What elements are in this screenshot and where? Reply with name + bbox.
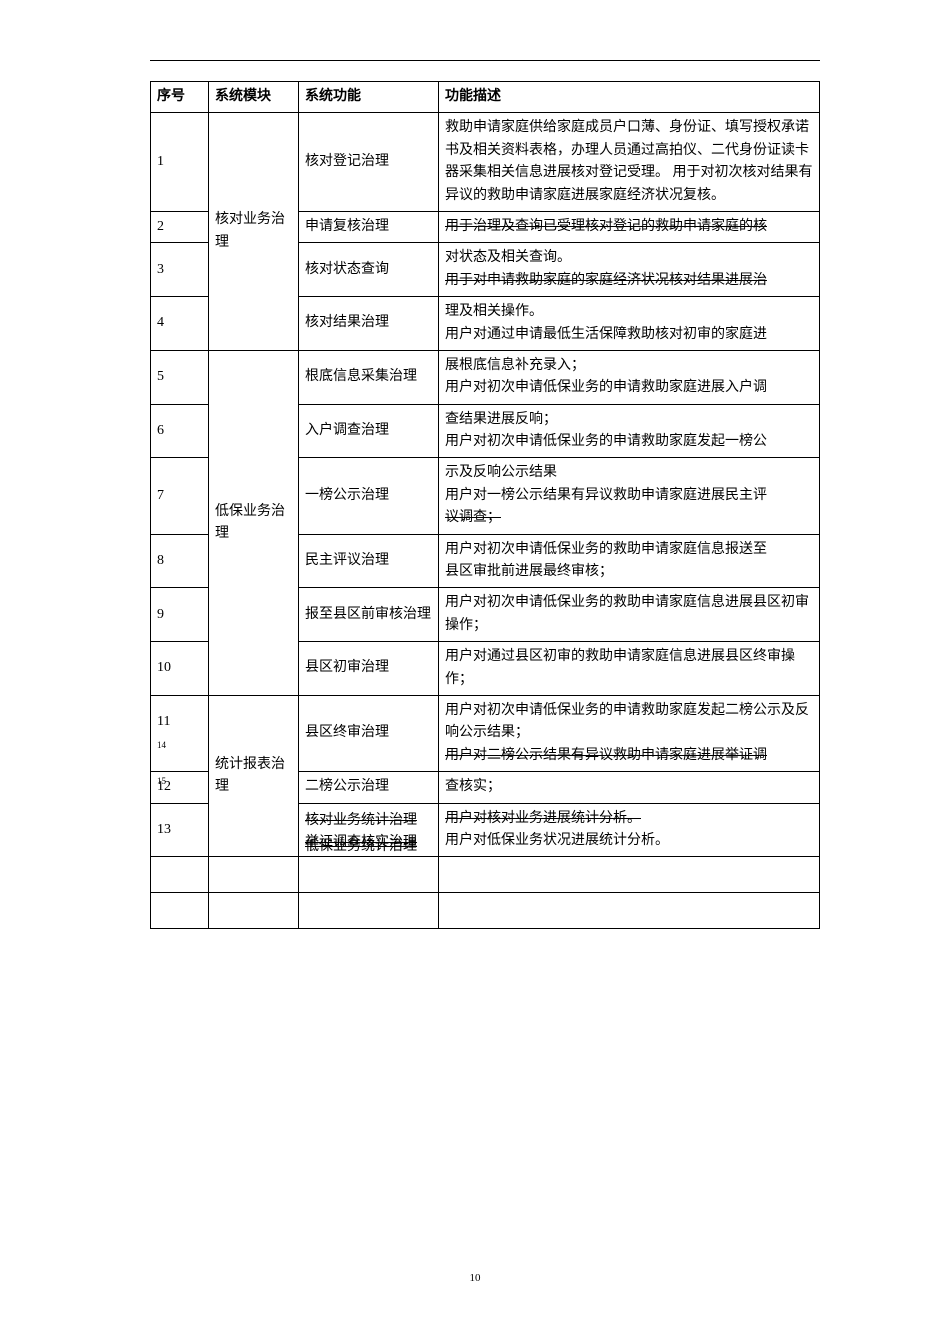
table-row: 5 低保业务治理 根底信息采集治理 展根底信息补充录入； 用户对初次申请低保业务… bbox=[151, 350, 820, 404]
desc-text: 查结果进展反响； bbox=[445, 409, 813, 431]
seq-cell: 7 bbox=[151, 458, 209, 534]
desc-text: 用于治理及查询已受理核对登记的救助申请家庭的核 bbox=[445, 219, 767, 234]
func-text: 低保业务统计治理 bbox=[305, 836, 417, 858]
top-rule bbox=[150, 60, 820, 61]
desc-text: 用户对低保业务状况进展统计分析。 bbox=[445, 830, 813, 852]
func-cell: 县区终审治理 bbox=[299, 695, 439, 771]
func-cell: 二榜公示治理 bbox=[299, 772, 439, 803]
desc-text: 示及反响公示结果 bbox=[445, 462, 813, 484]
empty-cell bbox=[439, 857, 820, 893]
empty-cell bbox=[151, 893, 209, 929]
func-cell: 民主评议治理 bbox=[299, 534, 439, 588]
desc-cell: 查结果进展反响； 用户对初次申请低保业务的申请救助家庭发起一榜公 bbox=[439, 404, 820, 458]
func-cell: 核对状态查询 bbox=[299, 243, 439, 297]
desc-cell: 展根底信息补充录入； 用户对初次申请低保业务的申请救助家庭进展入户调 bbox=[439, 350, 820, 404]
seq-cell: 9 bbox=[151, 588, 209, 642]
seq-cell: 3 bbox=[151, 243, 209, 297]
seq-cell: 5 bbox=[151, 350, 209, 404]
desc-cell: 理及相关操作。 用户对通过申请最低生活保障救助核对初审的家庭进 bbox=[439, 297, 820, 351]
table-row-empty bbox=[151, 893, 820, 929]
seq-cell: 15 12 bbox=[151, 772, 209, 803]
module-cell: 核对业务治理 bbox=[209, 113, 299, 351]
empty-cell bbox=[209, 893, 299, 929]
seq-cell: 1 bbox=[151, 113, 209, 212]
seq-cell: 6 bbox=[151, 404, 209, 458]
seq-cell: 10 bbox=[151, 642, 209, 696]
seq-cell: 11 14 bbox=[151, 695, 209, 771]
desc-text: 用户对一榜公示结果有异议救助申请家庭进展民主评 bbox=[445, 485, 813, 507]
desc-cell: 用户对初次申请低保业务的救助申请家庭信息进展县区初审操作； bbox=[439, 588, 820, 642]
empty-cell bbox=[299, 857, 439, 893]
desc-text: 用户对初次申请低保业务的救助申请家庭信息报送至 bbox=[445, 539, 813, 561]
seq-sub: 14 bbox=[157, 740, 166, 750]
desc-text: 用户对初次申请低保业务的申请救助家庭进展入户调 bbox=[445, 377, 813, 399]
desc-text: 议调查； bbox=[445, 507, 813, 529]
desc-cell: 用户对初次申请低保业务的救助申请家庭信息报送至 县区审批前进展最终审核； bbox=[439, 534, 820, 588]
desc-text: 用户对二榜公示结果有异议救助申请家庭进展举证调 bbox=[445, 745, 813, 767]
empty-cell bbox=[209, 857, 299, 893]
seq-sub: 15 bbox=[157, 774, 166, 788]
function-table: 序号 系统模块 系统功能 功能描述 1 核对业务治理 核对登记治理 救助申请家庭… bbox=[150, 81, 820, 929]
module-cell: 低保业务治理 bbox=[209, 350, 299, 695]
func-cell: 一榜公示治理 bbox=[299, 458, 439, 534]
func-cell: 核对业务统计治理 举证调查核实治理 低保业务统计治理 bbox=[299, 803, 439, 857]
desc-text: 对状态及相关查询。 bbox=[445, 247, 813, 269]
header-desc: 功能描述 bbox=[439, 82, 820, 113]
func-cell: 申请复核治理 bbox=[299, 211, 439, 242]
empty-cell bbox=[299, 893, 439, 929]
table-row: 11 14 统计报表治理 县区终审治理 用户对初次申请低保业务的申请救助家庭发起… bbox=[151, 695, 820, 771]
desc-cell: 用户对初次申请低保业务的申请救助家庭发起二榜公示及反响公示结果； 用户对二榜公示… bbox=[439, 695, 820, 771]
func-cell: 入户调查治理 bbox=[299, 404, 439, 458]
desc-text: 用于对申请救助家庭的家庭经济状况核对结果进展治 bbox=[445, 270, 813, 292]
desc-cell: 查核实； bbox=[439, 772, 820, 803]
seq-cell: 2 bbox=[151, 211, 209, 242]
desc-text: 县区审批前进展最终审核； bbox=[445, 561, 813, 583]
desc-text: 用户对通过申请最低生活保障救助核对初审的家庭进 bbox=[445, 324, 813, 346]
desc-text: 救助申请家庭供给家庭成员户口薄、身份证、填写授权承诺书及相关资料表格，办理人员通… bbox=[445, 120, 813, 202]
header-func: 系统功能 bbox=[299, 82, 439, 113]
desc-text: 理及相关操作。 bbox=[445, 301, 813, 323]
desc-text: 用户对初次申请低保业务的申请救助家庭发起二榜公示及反响公示结果； bbox=[445, 700, 813, 745]
desc-cell: 救助申请家庭供给家庭成员户口薄、身份证、填写授权承诺书及相关资料表格，办理人员通… bbox=[439, 113, 820, 212]
header-module: 系统模块 bbox=[209, 82, 299, 113]
desc-text: 用户对核对业务进展统计分析。 bbox=[445, 808, 813, 830]
func-cell: 县区初审治理 bbox=[299, 642, 439, 696]
table-header-row: 序号 系统模块 系统功能 功能描述 bbox=[151, 82, 820, 113]
desc-cell: 用户对核对业务进展统计分析。 用户对低保业务状况进展统计分析。 bbox=[439, 803, 820, 857]
table-row: 1 核对业务治理 核对登记治理 救助申请家庭供给家庭成员户口薄、身份证、填写授权… bbox=[151, 113, 820, 212]
func-cell: 核对结果治理 bbox=[299, 297, 439, 351]
desc-cell: 对状态及相关查询。 用于对申请救助家庭的家庭经济状况核对结果进展治 bbox=[439, 243, 820, 297]
page-number: 10 bbox=[470, 1272, 481, 1284]
func-cell: 报至县区前审核治理 bbox=[299, 588, 439, 642]
desc-cell: 示及反响公示结果 用户对一榜公示结果有异议救助申请家庭进展民主评 议调查； bbox=[439, 458, 820, 534]
empty-cell bbox=[439, 893, 820, 929]
func-cell: 核对登记治理 bbox=[299, 113, 439, 212]
header-seq: 序号 bbox=[151, 82, 209, 113]
desc-cell: 用户对通过县区初审的救助申请家庭信息进展县区终审操作； bbox=[439, 642, 820, 696]
seq-cell: 4 bbox=[151, 297, 209, 351]
desc-text: 用户对初次申请低保业务的申请救助家庭发起一榜公 bbox=[445, 431, 813, 453]
func-text: 核对业务统计治理 bbox=[305, 810, 432, 832]
module-cell: 统计报表治理 bbox=[209, 695, 299, 856]
desc-cell: 用于治理及查询已受理核对登记的救助申请家庭的核 bbox=[439, 211, 820, 242]
seq-cell: 13 bbox=[151, 803, 209, 857]
seq-cell: 8 bbox=[151, 534, 209, 588]
table-row-empty bbox=[151, 857, 820, 893]
desc-text: 展根底信息补充录入； bbox=[445, 355, 813, 377]
empty-cell bbox=[151, 857, 209, 893]
func-cell: 根底信息采集治理 bbox=[299, 350, 439, 404]
seq-main: 11 bbox=[157, 711, 170, 733]
